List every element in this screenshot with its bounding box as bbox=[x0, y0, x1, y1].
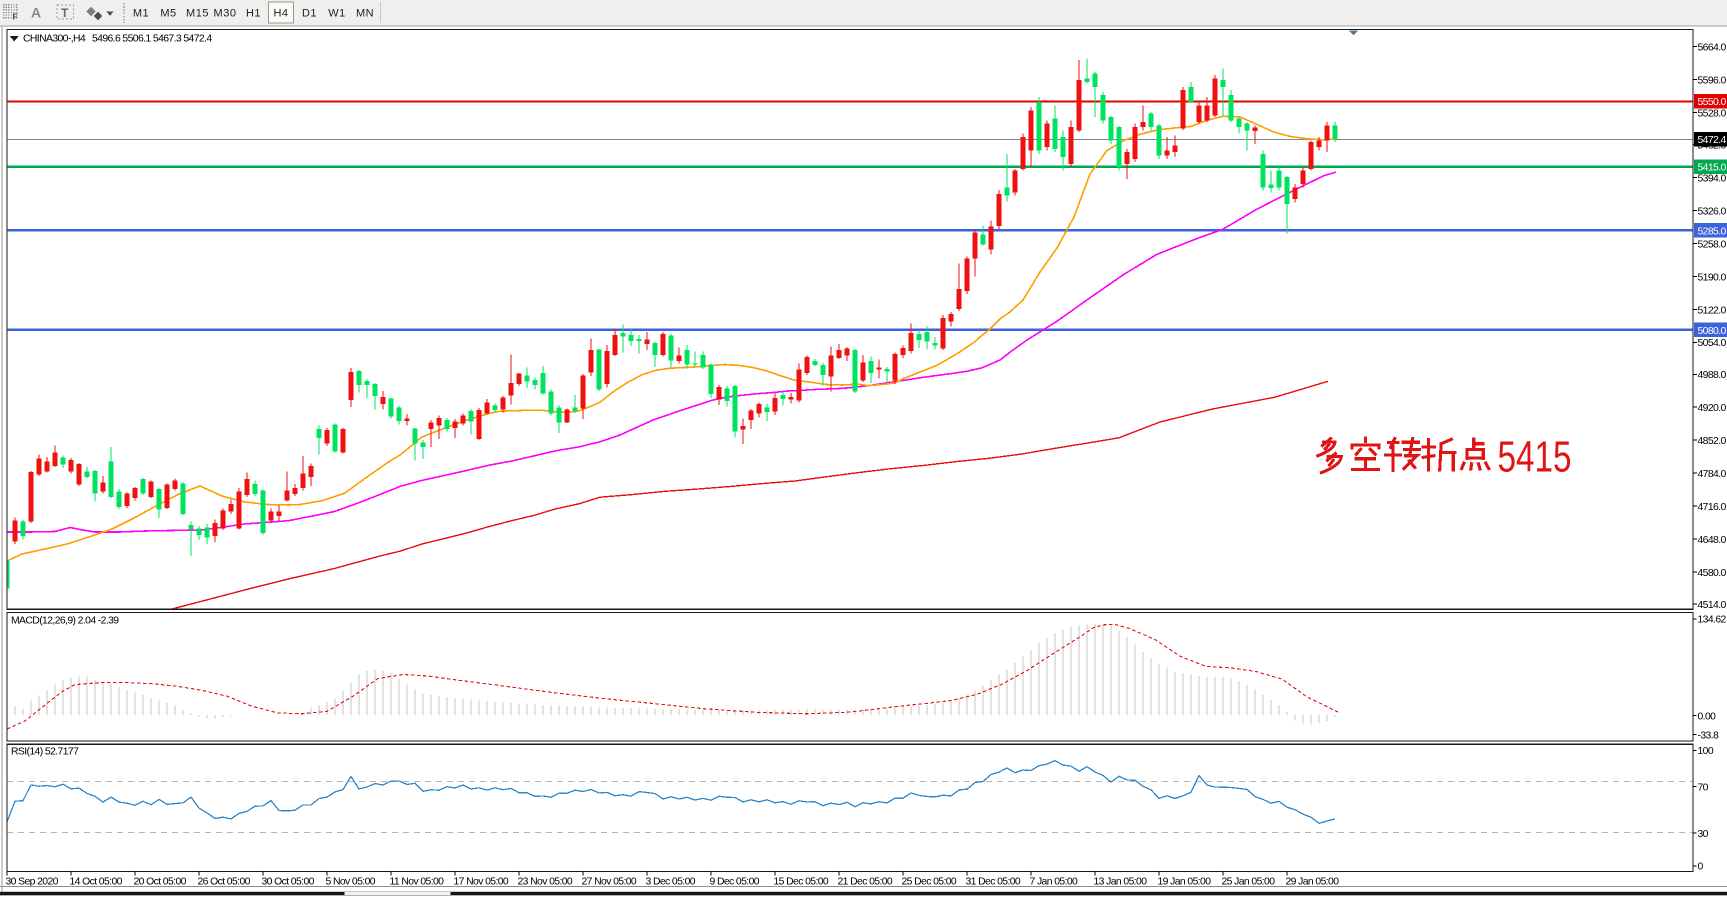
svg-text:5415.0: 5415.0 bbox=[1698, 163, 1727, 174]
svg-text:17 Nov 05:00: 17 Nov 05:00 bbox=[454, 876, 509, 887]
svg-text:W1: W1 bbox=[328, 8, 346, 20]
svg-text:134.62: 134.62 bbox=[1698, 615, 1727, 626]
svg-text:9 Dec 05:00: 9 Dec 05:00 bbox=[710, 876, 760, 887]
svg-text:5054.0: 5054.0 bbox=[1698, 338, 1727, 349]
svg-text:29 Jan 05:00: 29 Jan 05:00 bbox=[1286, 876, 1340, 887]
svg-text:5285.0: 5285.0 bbox=[1698, 226, 1727, 237]
svg-text:70: 70 bbox=[1698, 782, 1709, 793]
svg-text:30 Oct 05:00: 30 Oct 05:00 bbox=[262, 876, 315, 887]
svg-text:F: F bbox=[13, 13, 18, 22]
svg-text:20 Oct 05:00: 20 Oct 05:00 bbox=[134, 876, 187, 887]
svg-text:M15: M15 bbox=[186, 8, 209, 20]
svg-text:4648.0: 4648.0 bbox=[1698, 535, 1727, 546]
svg-text:A: A bbox=[31, 5, 41, 21]
svg-text:0: 0 bbox=[1698, 862, 1704, 873]
svg-text:M30: M30 bbox=[214, 8, 237, 20]
svg-text:5472.4: 5472.4 bbox=[1698, 135, 1727, 146]
svg-text:5326.0: 5326.0 bbox=[1698, 206, 1727, 217]
svg-text:4514.0: 4514.0 bbox=[1698, 600, 1727, 611]
svg-text:30: 30 bbox=[1698, 829, 1709, 840]
svg-text:CHINA300-,H4 5496.6 5506.1 5: CHINA300-,H4 5496.6 5506.1 5467.3 5472.4 bbox=[23, 34, 212, 45]
svg-text:21 Dec 05:00: 21 Dec 05:00 bbox=[838, 876, 893, 887]
svg-text:4988.0: 4988.0 bbox=[1698, 370, 1727, 381]
svg-text:T: T bbox=[61, 6, 69, 20]
svg-text:30 Sep 2020: 30 Sep 2020 bbox=[6, 876, 59, 887]
svg-text:MACD(12,26,9) 2.04 -2.39: MACD(12,26,9) 2.04 -2.39 bbox=[11, 616, 119, 627]
svg-text:-33.8: -33.8 bbox=[1698, 731, 1720, 742]
svg-text:25 Dec 05:00: 25 Dec 05:00 bbox=[902, 876, 957, 887]
svg-text:25 Jan 05:00: 25 Jan 05:00 bbox=[1222, 876, 1276, 887]
svg-text:5415: 5415 bbox=[1498, 433, 1572, 482]
svg-text:3 Dec 05:00: 3 Dec 05:00 bbox=[646, 876, 696, 887]
svg-text:5596.0: 5596.0 bbox=[1698, 76, 1727, 87]
svg-text:4920.0: 4920.0 bbox=[1698, 403, 1727, 414]
svg-text:5258.0: 5258.0 bbox=[1698, 239, 1727, 250]
svg-text:5 Nov 05:00: 5 Nov 05:00 bbox=[326, 876, 376, 887]
svg-text:D1: D1 bbox=[302, 8, 317, 20]
svg-text:5122.0: 5122.0 bbox=[1698, 305, 1727, 316]
svg-text:5528.0: 5528.0 bbox=[1698, 109, 1727, 120]
svg-text:H4: H4 bbox=[273, 8, 288, 20]
svg-text:H1: H1 bbox=[246, 8, 261, 20]
svg-text:13 Jan 05:00: 13 Jan 05:00 bbox=[1094, 876, 1148, 887]
svg-text:4580.0: 4580.0 bbox=[1698, 568, 1727, 579]
svg-text:M5: M5 bbox=[160, 8, 176, 20]
svg-text:7 Jan 05:00: 7 Jan 05:00 bbox=[1030, 876, 1079, 887]
svg-text:27 Nov 05:00: 27 Nov 05:00 bbox=[582, 876, 637, 887]
svg-text:4716.0: 4716.0 bbox=[1698, 502, 1727, 513]
svg-text:5664.0: 5664.0 bbox=[1698, 43, 1727, 54]
svg-text:14 Oct 05:00: 14 Oct 05:00 bbox=[70, 876, 123, 887]
svg-text:19 Jan 05:00: 19 Jan 05:00 bbox=[1158, 876, 1212, 887]
svg-text:15 Dec 05:00: 15 Dec 05:00 bbox=[774, 876, 829, 887]
svg-text:5080.0: 5080.0 bbox=[1698, 326, 1727, 337]
svg-text:11 Nov 05:00: 11 Nov 05:00 bbox=[390, 876, 445, 887]
svg-text:100: 100 bbox=[1698, 746, 1714, 757]
svg-text:RSI(14) 52.7177: RSI(14) 52.7177 bbox=[11, 747, 79, 758]
svg-text:MN: MN bbox=[356, 8, 374, 20]
svg-text:5394.0: 5394.0 bbox=[1698, 173, 1727, 184]
svg-text:5550.0: 5550.0 bbox=[1698, 97, 1727, 108]
svg-text:26 Oct 05:00: 26 Oct 05:00 bbox=[198, 876, 251, 887]
svg-text:4784.0: 4784.0 bbox=[1698, 469, 1727, 480]
svg-text:4852.0: 4852.0 bbox=[1698, 436, 1727, 447]
svg-text:M1: M1 bbox=[133, 8, 149, 20]
svg-text:31 Dec 05:00: 31 Dec 05:00 bbox=[966, 876, 1021, 887]
svg-text:0.00: 0.00 bbox=[1698, 711, 1717, 722]
svg-text:5190.0: 5190.0 bbox=[1698, 272, 1727, 283]
svg-text:23 Nov 05:00: 23 Nov 05:00 bbox=[518, 876, 573, 887]
